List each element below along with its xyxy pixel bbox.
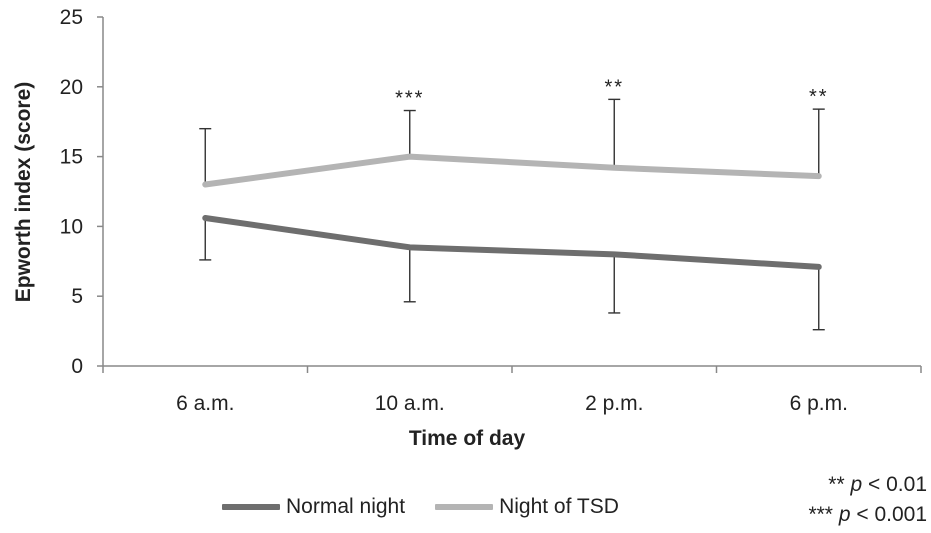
note-p-001: ** p < 0.01 — [808, 470, 927, 500]
legend-label-night-of-tsd: Night of TSD — [499, 495, 619, 518]
error-bars — [199, 98, 825, 331]
note-stars: *** — [808, 503, 833, 526]
series-line-normal-night — [202, 215, 822, 270]
significance-marker: *** — [395, 88, 424, 110]
note-threshold: < 0.01 — [862, 473, 927, 496]
x-tick-label: 10 a.m. — [375, 392, 445, 415]
legend-item-normal-night: Normal night — [222, 495, 405, 519]
y-axis-title: Epworth index (score) — [12, 82, 35, 303]
significance-markers: ***** ** — [395, 76, 829, 110]
y-tick-label: 10 — [60, 215, 83, 238]
axes: 0 5 10 15 20 25 6 a.m. 10 a.m. 2 p.m. 6 p.m. — [60, 6, 922, 415]
y-tick-label: 20 — [60, 76, 83, 99]
legend: Normal night Night of TSD — [222, 495, 649, 519]
x-axis-title: Time of day — [409, 427, 526, 450]
y-tick-label: 15 — [60, 146, 83, 169]
x-tick-label: 2 p.m. — [585, 392, 643, 415]
legend-label-normal-night: Normal night — [286, 495, 406, 518]
y-tick-label: 0 — [71, 355, 83, 378]
note-p: p — [850, 473, 863, 496]
significance-marker: ** — [604, 76, 624, 98]
legend-swatch-night-of-tsd — [435, 504, 494, 510]
note-stars: ** — [828, 473, 845, 496]
legend-swatch-normal-night — [222, 504, 280, 510]
significance-marker: ** — [809, 86, 829, 108]
series-lines — [202, 153, 822, 270]
note-p-0001: *** p < 0.001 — [808, 500, 927, 530]
x-tick-label: 6 p.m. — [790, 392, 848, 415]
significance-notes: ** p < 0.01 *** p < 0.001 — [808, 470, 927, 530]
note-threshold: < 0.001 — [850, 503, 927, 526]
x-tick-label: 6 a.m. — [176, 392, 234, 415]
series-line-night-of-tsd — [202, 153, 822, 188]
y-tick-label: 5 — [71, 285, 83, 308]
note-p: p — [838, 503, 851, 526]
y-tick-label: 25 — [60, 6, 83, 29]
legend-item-night-of-tsd: Night of TSD — [435, 495, 619, 519]
